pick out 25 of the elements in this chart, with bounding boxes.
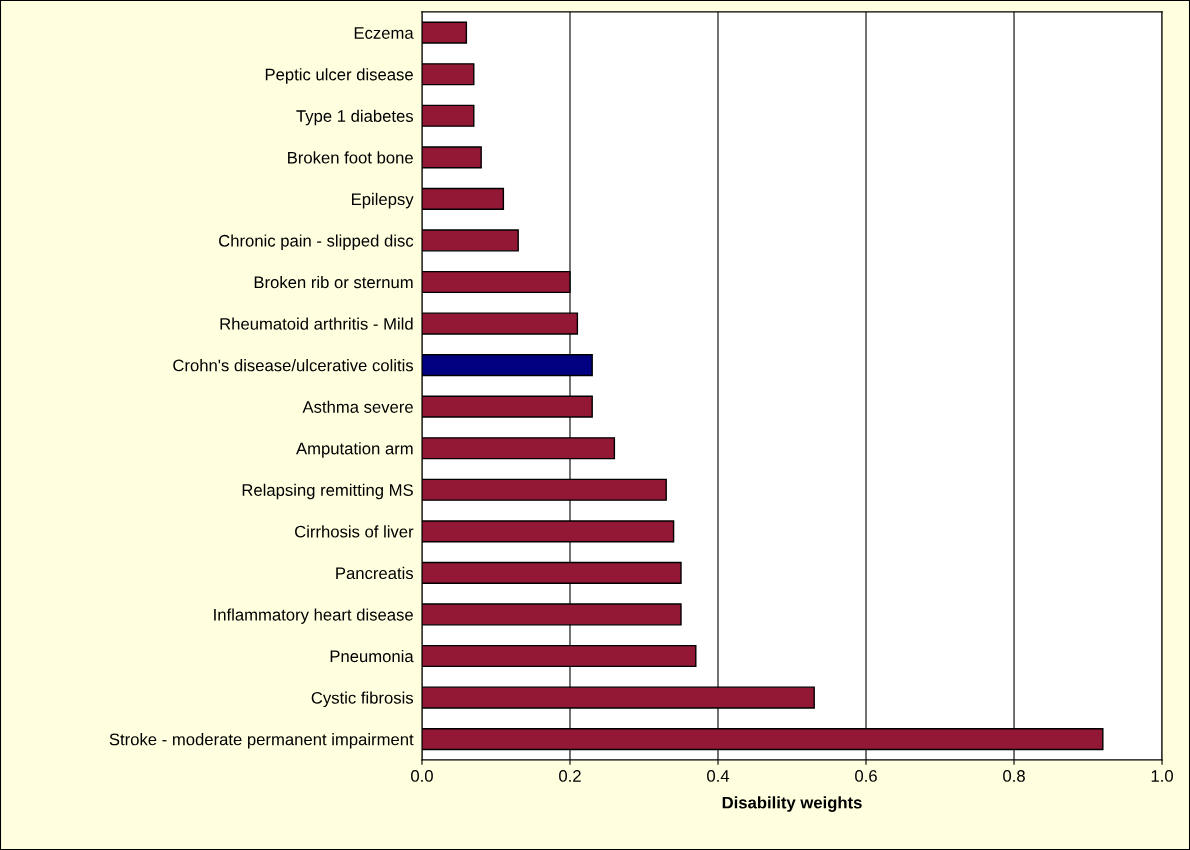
y-tick-label: Cirrhosis of liver <box>295 525 414 538</box>
x-tick-label: 0.8 <box>1003 770 1025 782</box>
y-tick-label: Peptic ulcer disease <box>265 68 413 84</box>
x-tick-label: 0.0 <box>411 770 433 782</box>
y-tick-label: Eczema <box>354 27 414 39</box>
y-tick-label: Broken foot bone <box>288 151 413 164</box>
y-tick-label: Cystic fibrosis <box>311 691 414 708</box>
y-tick-label: Rheumatoid arthritis - Mild <box>220 317 413 330</box>
y-tick-label: Inflammatory heart disease <box>214 608 413 624</box>
y-tick-label: Type 1 diabetes <box>296 109 414 126</box>
y-tick-label: Chronic pain - slipped disc <box>219 234 414 250</box>
x-axis-title: Disability weights <box>722 796 862 812</box>
y-tick-label: Broken rib or sternum <box>254 275 413 289</box>
y-tick-label: Epilepsy <box>352 192 414 209</box>
y-tick-label: Pancreatis <box>336 566 414 580</box>
x-tick-label: 0.2 <box>559 770 581 782</box>
x-tick-label: 0.6 <box>855 770 877 782</box>
y-tick-label: Asthma severe <box>302 400 413 413</box>
y-tick-label: Relapsing remitting MS <box>242 483 413 500</box>
y-tick-label: Stroke - moderate permanent impairment <box>109 733 414 749</box>
y-tick-label: Amputation arm <box>296 442 413 458</box>
x-tick-label: 0.4 <box>707 770 730 782</box>
y-tick-label: Pneumonia <box>330 649 414 663</box>
y-tick-label: Crohn's disease/ulcerative colitis <box>173 359 414 372</box>
x-tick-label: 1.0 <box>1151 770 1173 782</box>
